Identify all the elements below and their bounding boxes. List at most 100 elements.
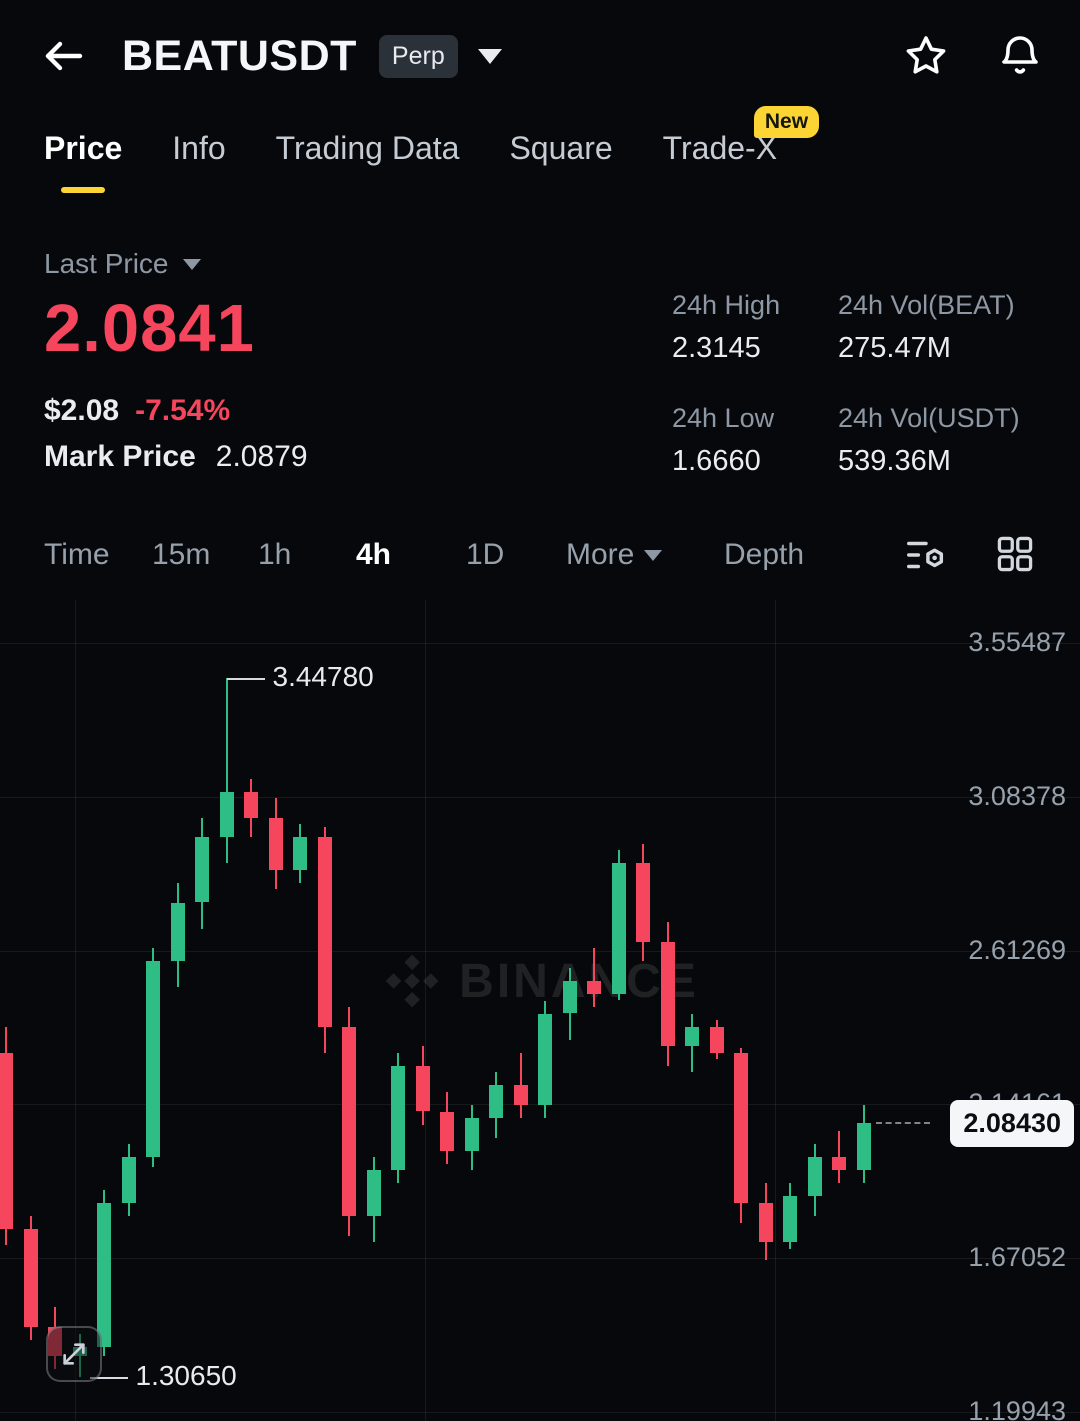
low-annotation: 1.30650 — [135, 1360, 237, 1392]
candle-body — [685, 1026, 699, 1047]
candle-wick — [593, 948, 595, 1007]
current-price-tag: 2.08430 — [950, 1100, 1074, 1148]
last-price-caret-icon — [182, 258, 201, 270]
tab-price[interactable]: Price — [44, 130, 122, 193]
candle-body — [195, 837, 209, 903]
candle-body — [342, 1026, 356, 1216]
candle-body — [562, 980, 577, 1014]
layout-grid-icon — [997, 536, 1033, 572]
candle-body — [317, 837, 332, 1027]
candle-body — [783, 1196, 797, 1243]
candlestick-chart[interactable]: BINANCE 3.554873.083782.612692.141611.67… — [0, 600, 1080, 1421]
back-arrow-icon — [45, 41, 83, 71]
candle-wick — [225, 678, 228, 864]
gridline-horizontal — [0, 643, 1080, 644]
candle-body — [219, 791, 234, 838]
candle-body — [660, 941, 675, 1047]
mark-price-row: Mark Price 2.0879 — [44, 440, 308, 474]
candle-body — [0, 1052, 13, 1229]
tab-bar: Price Info Trading Data Square Trade-X N… — [44, 106, 820, 193]
gridline-horizontal — [0, 1104, 1080, 1106]
candle-body — [734, 1052, 748, 1203]
y-axis-label: 3.55487 — [968, 627, 1066, 657]
change-percent: -7.54% — [135, 394, 231, 427]
candle-body — [146, 961, 160, 1158]
last-price-selector[interactable]: Last Price — [44, 248, 201, 280]
low-annotation-line — [89, 1377, 128, 1380]
binance-watermark: BINANCE — [381, 950, 699, 1012]
candle-body — [636, 863, 650, 942]
expand-arrows-icon — [63, 1343, 85, 1365]
chart-layout-button[interactable] — [993, 532, 1037, 579]
stats-grid: 24h High 2.3145 24h Vol(BEAT) 275.47M 24… — [672, 290, 1020, 478]
bell-icon — [1002, 36, 1038, 74]
tab-price-label: Price — [44, 130, 123, 166]
fiat-value: $2.08 — [44, 394, 120, 427]
timeframe-more[interactable]: More — [566, 538, 663, 572]
candle-body — [464, 1118, 479, 1151]
gridline-vertical — [75, 600, 76, 1421]
candle-body — [587, 980, 601, 994]
high-annotation-line — [226, 678, 265, 680]
candle-body — [23, 1229, 38, 1327]
candle-body — [709, 1026, 724, 1053]
timeframe-time[interactable]: Time — [44, 538, 110, 571]
candle-body — [391, 1065, 405, 1171]
timeframe-depth[interactable]: Depth — [724, 538, 805, 571]
timeframe-more-label: More — [566, 538, 635, 571]
candle-body — [758, 1202, 773, 1243]
header: BEATUSDT Perp — [0, 0, 1080, 112]
chart-expand-button[interactable] — [46, 1326, 102, 1382]
indicators-button[interactable] — [903, 532, 949, 581]
tab-info[interactable]: Info — [172, 130, 225, 193]
high-annotation: 3.44780 — [272, 661, 374, 692]
gridline-vertical — [425, 600, 426, 1421]
tab-trading-data[interactable]: Trading Data — [276, 130, 460, 193]
gridline-horizontal — [0, 1258, 1080, 1260]
new-badge: New — [753, 106, 820, 138]
notifications-button[interactable] — [996, 32, 1044, 80]
y-axis-label: 3.08378 — [968, 780, 1066, 811]
tab-trading-data-label: Trading Data — [275, 130, 460, 166]
mark-price-label: Mark Price — [44, 440, 196, 473]
candle-body — [538, 1013, 552, 1105]
star-icon — [906, 36, 946, 74]
timeframe-4h[interactable]: 4h — [356, 538, 392, 571]
candle-body — [293, 837, 307, 870]
stat-24h-vol-beat: 24h Vol(BEAT) 275.47M — [838, 290, 1015, 364]
indicators-icon — [907, 541, 944, 569]
price-sub-row: $2.08 -7.54% — [44, 394, 230, 428]
candle-body — [415, 1065, 430, 1112]
back-button[interactable] — [40, 32, 88, 80]
candle-body — [440, 1111, 454, 1151]
last-price-label: Last Price — [44, 248, 169, 279]
favorite-button[interactable] — [902, 32, 950, 80]
more-caret-icon — [644, 549, 663, 561]
active-tab-underline — [61, 187, 106, 193]
candle-body — [244, 791, 258, 818]
contract-type-badge: Perp — [378, 34, 458, 78]
candle-body — [489, 1085, 503, 1118]
candle-body — [807, 1157, 822, 1197]
gridline-horizontal — [0, 796, 1080, 798]
mark-price-value: 2.0879 — [215, 440, 308, 473]
candle-body — [268, 817, 283, 870]
current-price-line — [875, 1122, 930, 1125]
tab-info-label: Info — [172, 130, 226, 166]
candle-body — [170, 902, 185, 962]
tab-trade-x[interactable]: Trade-X New — [663, 106, 820, 193]
gridline-horizontal — [0, 1412, 1080, 1413]
timeframe-1h[interactable]: 1h — [258, 538, 292, 571]
pair-selector-chevron-icon[interactable] — [477, 48, 502, 64]
stat-24h-low: 24h Low 1.6660 — [672, 403, 775, 477]
y-axis-label: 2.61269 — [968, 934, 1066, 965]
timeframe-15m[interactable]: 15m — [152, 538, 211, 571]
stat-24h-high: 24h High 2.3145 — [672, 290, 781, 364]
tab-square[interactable]: Square — [509, 130, 612, 193]
y-axis-label: 1.19943 — [968, 1396, 1066, 1421]
binance-logo-icon — [385, 954, 439, 1008]
last-price-value: 2.0841 — [44, 291, 255, 366]
timeframe-1d[interactable]: 1D — [466, 538, 505, 571]
candle-body — [97, 1202, 111, 1347]
